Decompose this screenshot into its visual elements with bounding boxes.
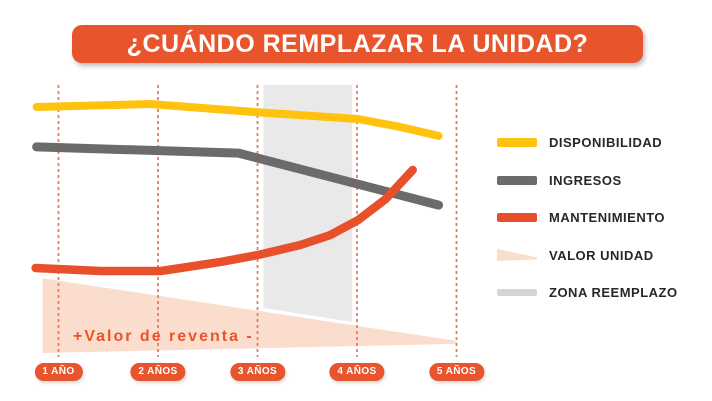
series-line-mantenimiento xyxy=(31,165,417,276)
page-title: ¿CUÁNDO REMPLAZAR LA UNIDAD? xyxy=(72,25,643,63)
resale-value-label: +Valor de reventa - xyxy=(73,328,254,345)
zona-reemplazo-band-swatch-icon xyxy=(497,289,537,297)
legend-item-zona-reemplazo: ZONA REEMPLAZO xyxy=(497,274,707,312)
disponibilidad-line-swatch-icon xyxy=(497,138,537,148)
ingresos-line-swatch-icon xyxy=(497,175,537,185)
x-axis-label-4: 4 AÑOS xyxy=(329,363,385,381)
legend-label: MANTENIMIENTO xyxy=(549,210,666,226)
x-axis-label-3: 3 AÑOS xyxy=(229,363,286,381)
legend-item-mantenimiento: MANTENIMIENTO xyxy=(497,199,707,237)
x-axis-label-1: 1 AÑO xyxy=(34,363,83,381)
page-title-text: ¿CUÁNDO REMPLAZAR LA UNIDAD? xyxy=(126,29,589,58)
legend-item-valor-unidad: VALOR UNIDAD xyxy=(497,237,707,275)
x-axis-label-5: 5 AÑOS xyxy=(428,363,485,381)
series-line-disponibilidad xyxy=(32,100,443,140)
legend-label: ZONA REEMPLAZO xyxy=(549,285,678,301)
valor-unidad-wedge-swatch-icon xyxy=(497,248,537,262)
legend-item-ingresos: INGRESOS xyxy=(497,162,707,200)
legend-label: INGRESOS xyxy=(549,172,622,188)
zona-reemplazo-band xyxy=(263,85,352,322)
legend-label: DISPONIBILIDAD xyxy=(549,135,663,151)
legend: DISPONIBILIDAD INGRESOS MANTENIMIENTO VA… xyxy=(497,124,707,312)
legend-item-disponibilidad: DISPONIBILIDAD xyxy=(497,124,707,162)
legend-label: VALOR UNIDAD xyxy=(549,247,654,263)
x-axis-label-2: 2 AÑOS xyxy=(130,363,186,381)
series-line-ingresos xyxy=(32,142,444,210)
valor-unidad-area xyxy=(42,278,457,353)
mantenimiento-line-swatch-icon xyxy=(497,213,537,223)
